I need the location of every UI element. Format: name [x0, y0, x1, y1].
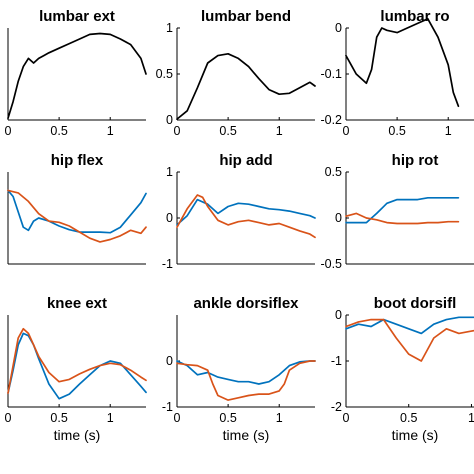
y-tick-label: -1	[162, 400, 173, 414]
series-line	[7, 189, 147, 243]
y-tick-label: 0.5	[325, 165, 342, 179]
series-line	[176, 360, 316, 401]
y-tick-label: 0	[335, 308, 342, 322]
series-line	[345, 212, 460, 225]
y-tick-label: 0	[335, 21, 342, 35]
subplot: knee ext 0 0.5 1 time (s)	[5, 295, 147, 443]
subplot: hip add 1 0 -1	[162, 152, 316, 271]
series-line	[176, 360, 316, 385]
series-line	[176, 198, 316, 226]
subplot-title: boot dorsifl	[374, 295, 457, 312]
x-tick-label: 0.5	[400, 411, 417, 425]
x-tick-label: 1	[276, 124, 283, 138]
subplot: boot dorsifl 0 0.5 1 0 -1 -2 time (s)	[331, 295, 474, 443]
x-tick-label: 0	[343, 124, 350, 138]
subplot-title: hip flex	[51, 152, 104, 169]
subplot-title: lumbar bend	[201, 8, 291, 25]
x-tick-label: 1	[445, 124, 452, 138]
x-tick-label: 0.5	[50, 124, 67, 138]
subplot-title: lumbar ext	[39, 8, 115, 25]
x-tick-label: 0	[5, 124, 12, 138]
subplot-title: hip rot	[392, 152, 439, 169]
x-tick-label: 0	[5, 411, 12, 425]
subplot-title: hip add	[219, 152, 272, 169]
y-tick-label: 0	[166, 354, 173, 368]
y-tick-label: -2	[331, 400, 342, 414]
y-tick-label: -1	[331, 354, 342, 368]
y-tick-label: -0.1	[320, 67, 342, 81]
y-tick-label: -1	[162, 257, 173, 271]
subplot-title: ankle dorsiflex	[193, 295, 299, 312]
series-line	[345, 17, 460, 108]
subplot: lumbar bend 0 0.5 1 0 0.5 1	[156, 8, 316, 138]
y-tick-label: 0	[166, 113, 173, 127]
subplot-title: lumbar ro	[380, 8, 449, 25]
x-tick-label: 0.5	[219, 124, 236, 138]
y-tick-label: 0.5	[156, 67, 173, 81]
x-tick-label: 0	[174, 124, 181, 138]
x-tick-label: 1	[107, 124, 114, 138]
y-tick-label: 0	[166, 211, 173, 225]
x-tick-label: 1	[107, 411, 114, 425]
series-line	[7, 327, 147, 395]
x-tick-label: 0	[343, 411, 350, 425]
subplot-title: knee ext	[47, 295, 107, 312]
x-tick-label: 0.5	[50, 411, 67, 425]
subplot: hip flex	[7, 152, 147, 265]
x-tick-label: 0.5	[388, 124, 405, 138]
x-axis-label: time (s)	[223, 427, 270, 443]
x-tick-label: 0.5	[219, 411, 236, 425]
series-line	[345, 316, 474, 335]
series-line	[345, 318, 474, 362]
y-tick-label: -0.2	[320, 113, 342, 127]
series-line	[7, 189, 147, 234]
x-tick-label: 1	[276, 411, 283, 425]
y-tick-label: 1	[166, 21, 173, 35]
y-tick-label: 0	[335, 211, 342, 225]
series-line	[7, 32, 147, 120]
series-line	[176, 194, 316, 239]
x-axis-label: time (s)	[392, 427, 439, 443]
series-line	[345, 196, 460, 224]
x-tick-label: 1	[468, 411, 474, 425]
y-tick-label: -0.5	[320, 257, 342, 271]
x-tick-label: 0	[174, 411, 181, 425]
y-tick-label: 1	[166, 165, 173, 179]
subplot: lumbar ext 0 0.5 1	[5, 8, 147, 138]
x-axis-label: time (s)	[54, 427, 101, 443]
subplot: hip rot 0.5 0 -0.5	[320, 152, 474, 271]
subplot: lumbar ro 0 0.5 1 0 -0.1 -0.2	[320, 8, 474, 138]
series-line	[176, 52, 316, 120]
